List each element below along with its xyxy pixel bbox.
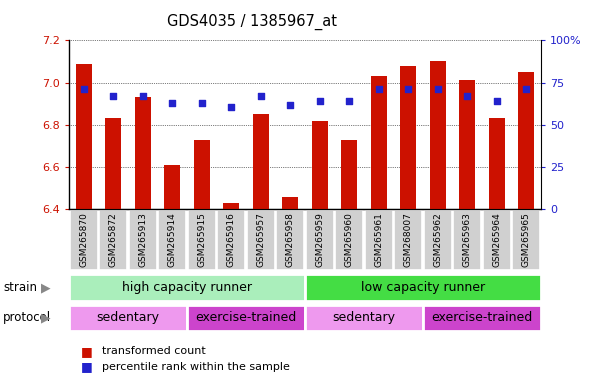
FancyBboxPatch shape — [217, 210, 245, 270]
Bar — [252, 114, 269, 209]
Point — [462, 93, 472, 99]
Bar — [76, 64, 92, 209]
Text: exercise-trained: exercise-trained — [195, 311, 297, 324]
Text: GSM265916: GSM265916 — [227, 213, 236, 267]
FancyBboxPatch shape — [512, 210, 540, 270]
Text: GSM265965: GSM265965 — [522, 213, 531, 267]
FancyBboxPatch shape — [129, 210, 157, 270]
FancyBboxPatch shape — [365, 210, 393, 270]
Text: low capacity runner: low capacity runner — [361, 281, 485, 294]
Point — [315, 98, 325, 104]
Text: GSM268007: GSM268007 — [404, 213, 413, 267]
Text: GSM265961: GSM265961 — [374, 213, 383, 267]
FancyBboxPatch shape — [335, 210, 364, 270]
Text: ■: ■ — [81, 360, 93, 373]
FancyBboxPatch shape — [453, 210, 481, 270]
Text: GSM265872: GSM265872 — [109, 213, 118, 267]
Text: GSM265913: GSM265913 — [138, 213, 147, 267]
Bar — [223, 203, 239, 209]
Bar — [371, 76, 387, 209]
Text: GSM265963: GSM265963 — [463, 213, 472, 267]
Text: exercise-trained: exercise-trained — [432, 311, 532, 324]
Bar — [187, 305, 305, 331]
Point — [403, 86, 413, 92]
Bar — [164, 165, 180, 209]
FancyBboxPatch shape — [394, 210, 423, 270]
Bar — [282, 197, 298, 209]
FancyBboxPatch shape — [483, 210, 511, 270]
FancyBboxPatch shape — [424, 210, 452, 270]
FancyBboxPatch shape — [276, 210, 305, 270]
Text: GSM265958: GSM265958 — [285, 213, 294, 267]
Text: GDS4035 / 1385967_at: GDS4035 / 1385967_at — [168, 13, 337, 30]
FancyBboxPatch shape — [99, 210, 127, 270]
Point — [492, 98, 501, 104]
Point — [109, 93, 118, 99]
Text: GSM265964: GSM265964 — [492, 213, 501, 267]
FancyBboxPatch shape — [246, 210, 275, 270]
Text: protocol: protocol — [3, 311, 51, 324]
Bar — [69, 305, 187, 331]
Point — [521, 86, 531, 92]
Point — [168, 99, 177, 106]
Text: percentile rank within the sample: percentile rank within the sample — [102, 362, 290, 372]
Text: GSM265962: GSM265962 — [433, 213, 442, 267]
Point — [256, 93, 266, 99]
FancyBboxPatch shape — [305, 210, 334, 270]
Text: GSM265915: GSM265915 — [197, 213, 206, 267]
Text: sedentary: sedentary — [97, 311, 160, 324]
Text: GSM265959: GSM265959 — [316, 213, 325, 267]
Text: GSM265870: GSM265870 — [79, 213, 88, 267]
FancyBboxPatch shape — [188, 210, 216, 270]
FancyBboxPatch shape — [158, 210, 186, 270]
Text: ▶: ▶ — [41, 281, 50, 294]
Bar — [135, 98, 151, 209]
Bar — [423, 305, 541, 331]
Bar — [518, 72, 534, 209]
Point — [344, 98, 354, 104]
Bar — [459, 81, 475, 209]
Text: ▶: ▶ — [41, 311, 50, 324]
Bar — [69, 274, 305, 301]
Text: ■: ■ — [81, 345, 93, 358]
Bar — [489, 118, 505, 209]
Text: high capacity runner: high capacity runner — [122, 281, 252, 294]
Point — [433, 86, 442, 92]
Bar — [312, 121, 328, 209]
Text: GSM265914: GSM265914 — [168, 213, 177, 267]
Text: GSM265957: GSM265957 — [256, 213, 265, 267]
Point — [79, 86, 89, 92]
Point — [197, 99, 207, 106]
Point — [227, 104, 236, 110]
Bar — [105, 118, 121, 209]
Bar — [194, 139, 210, 209]
Text: sedentary: sedentary — [332, 311, 395, 324]
Text: strain: strain — [3, 281, 37, 294]
Bar — [400, 66, 416, 209]
Point — [285, 102, 295, 108]
Point — [374, 86, 383, 92]
Bar — [305, 305, 423, 331]
Bar — [341, 139, 358, 209]
Bar — [430, 61, 446, 209]
Bar — [305, 274, 541, 301]
Text: transformed count: transformed count — [102, 346, 206, 356]
Text: GSM265960: GSM265960 — [345, 213, 354, 267]
FancyBboxPatch shape — [70, 210, 98, 270]
Point — [138, 93, 148, 99]
